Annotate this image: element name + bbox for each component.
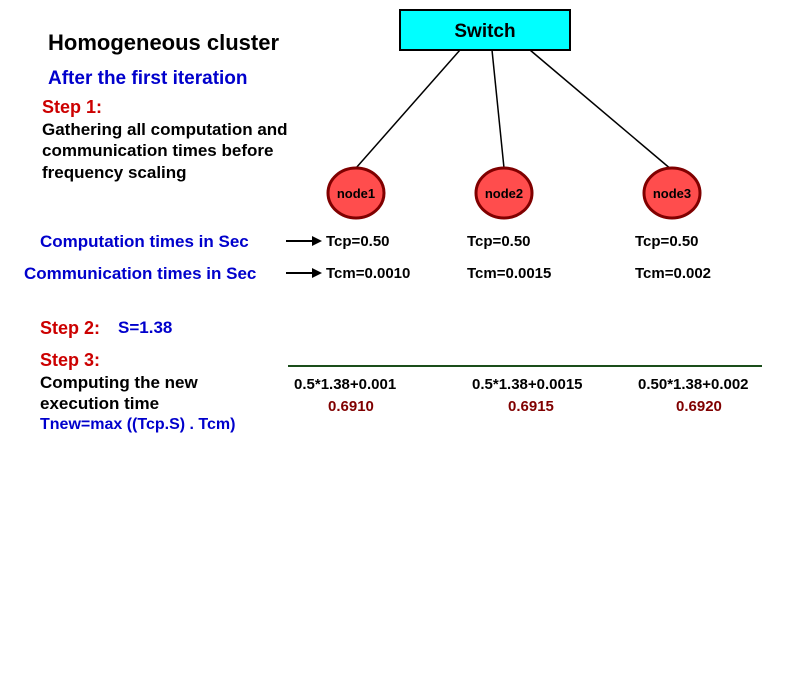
edge-switch-node2: [492, 50, 504, 168]
edge-switch-node3: [530, 50, 672, 170]
node3: node3: [644, 168, 700, 218]
edge-switch-node1: [356, 50, 460, 168]
switch-node: Switch: [400, 10, 570, 50]
node1: node1: [328, 168, 384, 218]
switch-label: Switch: [454, 21, 515, 42]
node3-label: node3: [653, 186, 691, 201]
node2: node2: [476, 168, 532, 218]
node1-label: node1: [337, 186, 375, 201]
node2-label: node2: [485, 186, 523, 201]
edge-group: [356, 50, 672, 170]
network-diagram: Switch node1 node2 node3: [0, 0, 800, 698]
